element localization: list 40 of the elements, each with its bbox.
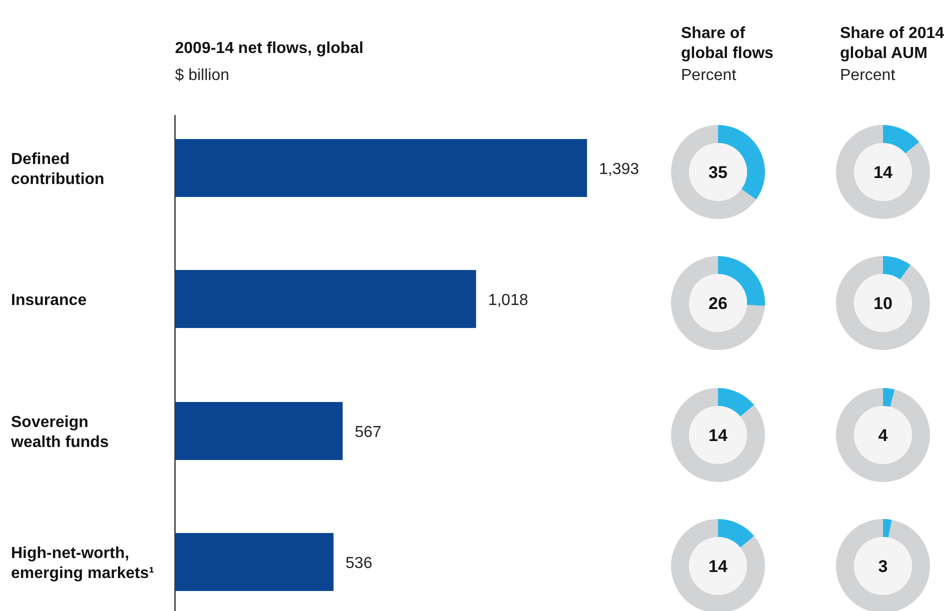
data-label: 1,393: [599, 161, 640, 178]
donut-slice: [836, 256, 930, 350]
y-tick-label: Defined contribution: [11, 151, 104, 188]
text: 14: [708, 426, 728, 445]
bar: [175, 533, 334, 591]
donut-slice: [671, 519, 765, 611]
y-tick-label: High-net-worth, emerging markets¹: [11, 545, 154, 582]
text: 3: [878, 557, 888, 576]
text: 26: [708, 294, 728, 313]
chart-title: Share of global flows: [681, 25, 774, 62]
chart-subtitle: Percent: [840, 67, 896, 84]
text: 35: [708, 163, 728, 182]
donut-slice: [883, 519, 892, 538]
data-label: 536: [346, 555, 372, 572]
chart-subtitle: Percent: [681, 67, 737, 84]
donut-slice: [883, 125, 920, 154]
text: 14: [874, 163, 893, 182]
bar: [175, 270, 476, 328]
donut-slice: [836, 125, 930, 219]
donut-slice: [671, 388, 765, 482]
donut-slice: [671, 256, 765, 350]
y-tick-label: Insurance: [11, 292, 87, 309]
data-label: 567: [354, 424, 382, 441]
donut-slice: [883, 256, 911, 280]
text: 10: [874, 294, 892, 313]
donut-slice: [671, 125, 756, 219]
chart-title: 2009-14 net flows, global: [175, 40, 364, 57]
text: 14: [708, 557, 728, 576]
data-label: 1,018: [488, 292, 528, 309]
donut-slice: [718, 388, 754, 417]
bar: [175, 402, 343, 460]
donut-slice: [836, 388, 930, 482]
chart-subtitle: $ billion: [175, 67, 230, 84]
y-tick-label: Sovereign wealth funds: [10, 414, 109, 451]
donut-slice: [883, 388, 895, 407]
chart-title: Share of 2014 global AUM: [840, 25, 944, 62]
text: 4: [878, 426, 888, 445]
donut-slice: [718, 519, 754, 548]
donut-slice: [836, 519, 930, 611]
bar: [175, 139, 587, 197]
